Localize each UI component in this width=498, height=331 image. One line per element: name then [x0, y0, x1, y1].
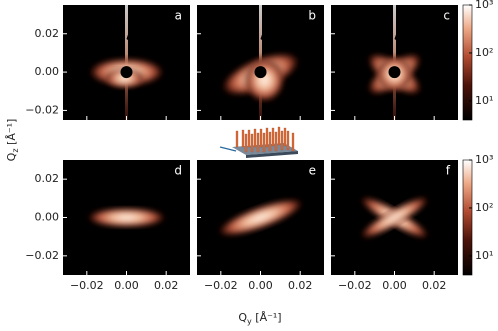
- colorbar: 10¹ 10² 10³: [462, 0, 493, 121]
- y-tick-label: 0.00: [35, 65, 60, 78]
- panel: b: [197, 5, 324, 120]
- y-label-unit: [Å⁻¹]: [5, 119, 18, 149]
- panel-label: e: [309, 164, 316, 178]
- sample-inset: [219, 126, 298, 158]
- x-label-unit: [Å⁻¹]: [252, 311, 282, 324]
- intensity-blob: [217, 198, 304, 237]
- scattering-image: [217, 198, 304, 237]
- colorbar: 10¹ 10² 10³: [462, 153, 493, 276]
- y-tick-label: 0.02: [35, 27, 60, 40]
- panel-label: d: [174, 164, 182, 178]
- x-tick-label: 0.02: [422, 279, 447, 292]
- x-tick-label: 0.02: [154, 279, 179, 292]
- colorbar-tick-label: 10³: [475, 0, 493, 11]
- intensity-blob: [86, 207, 167, 228]
- x-tick-label: −0.02: [338, 279, 372, 292]
- intensity-blob: [244, 58, 285, 103]
- panel-label: f: [446, 164, 451, 178]
- colorbar-tick-label: 10²: [475, 201, 493, 214]
- colorbar-gradient: [462, 159, 473, 276]
- y-tick-label: 0.02: [35, 172, 60, 185]
- panel: −0.02 0.00 0.02 a: [25, 5, 190, 120]
- colorbar-tick-label: 10²: [475, 46, 493, 59]
- x-tick-label: 0.00: [114, 279, 139, 292]
- panel-label: a: [175, 9, 182, 23]
- colorbar-gradient: [462, 4, 473, 121]
- colorbar-tick-label: 10¹: [475, 249, 493, 262]
- beamstop: [388, 66, 401, 79]
- y-tick-label: −0.02: [25, 249, 59, 262]
- y-label-subscript: z: [11, 148, 20, 152]
- x-tick-label: −0.02: [204, 279, 238, 292]
- x-tick-label: −0.02: [70, 279, 104, 292]
- panel: c: [331, 5, 458, 120]
- x-tick-label: 0.00: [382, 279, 407, 292]
- beamstop-arm: [126, 27, 143, 47]
- x-axis-label: Qy [Å⁻¹]: [238, 311, 281, 326]
- panel: −0.02 0.00 0.02 −0.02 0.00 0.02 d: [25, 160, 190, 292]
- beamstop: [254, 66, 267, 79]
- y-tick-label: 0.00: [35, 211, 60, 224]
- scattering-image: [359, 196, 430, 239]
- scattering-image: [221, 5, 300, 120]
- beamstop-arm: [260, 27, 277, 47]
- colorbar-tick-label: 10³: [475, 153, 493, 166]
- intensity-blob: [359, 196, 430, 239]
- y-label-symbol: Q: [5, 152, 18, 161]
- y-axis-label: Qz [Å⁻¹]: [5, 119, 20, 162]
- colorbar-tick-label: 10¹: [475, 94, 493, 107]
- beamstop: [120, 66, 133, 79]
- panel-label: c: [443, 9, 450, 23]
- intensity-blob: [104, 68, 145, 89]
- scattering-image: [86, 207, 167, 228]
- scattering-image: [88, 5, 165, 120]
- y-tick-label: −0.02: [25, 103, 59, 116]
- beamstop-arm: [394, 27, 411, 47]
- scattering-image: [367, 5, 422, 120]
- x-label-subscript: y: [247, 317, 252, 326]
- x-tick-label: 0.02: [288, 279, 313, 292]
- panel: −0.02 0.00 0.02 f: [331, 160, 458, 292]
- x-label-symbol: Q: [238, 311, 247, 324]
- panel: −0.02 0.00 0.02 e: [197, 160, 324, 292]
- panel-label: b: [308, 9, 316, 23]
- x-tick-label: 0.00: [248, 279, 273, 292]
